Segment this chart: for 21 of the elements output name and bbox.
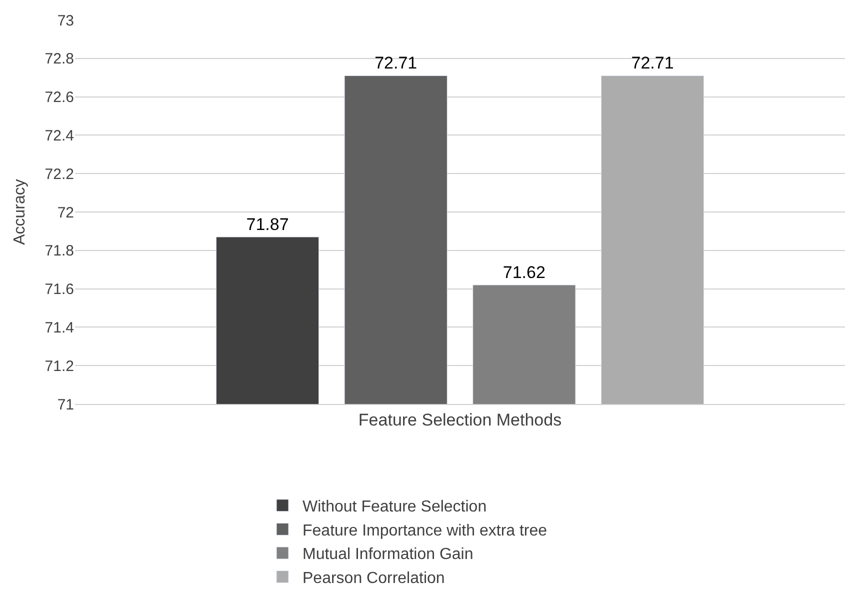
x-tick-label: Feature Selection Methods [358,410,562,430]
data-label: 71.62 [502,262,546,282]
y-tick-label: 71.8 [44,242,74,260]
y-axis-title: Accuracy [12,179,29,245]
y-tick-label: 72.4 [44,127,74,144]
y-tick-label: 71 [57,396,74,414]
y-tick-label: 73 [57,12,74,30]
y-tick-label: 72.8 [44,50,74,68]
y-tick-label: 71.2 [44,358,74,375]
legend-label: Without Feature Selection [302,498,487,516]
legend-label: Feature Importance with extra tree [302,522,548,540]
y-tick-label: 72.6 [44,89,74,106]
y-tick-label: 71.4 [44,319,74,336]
data-label: 72.71 [631,54,674,73]
data-label: 71.87 [246,214,289,234]
y-tick-label: 72 [57,204,74,222]
y-tick-label: 72.2 [44,166,74,183]
legend-label: Mutual Information Gain [302,546,474,564]
y-tick-label: 71.6 [44,281,74,298]
data-label: 72.71 [374,54,418,73]
legend-label: Pearson Correlation [302,570,445,588]
